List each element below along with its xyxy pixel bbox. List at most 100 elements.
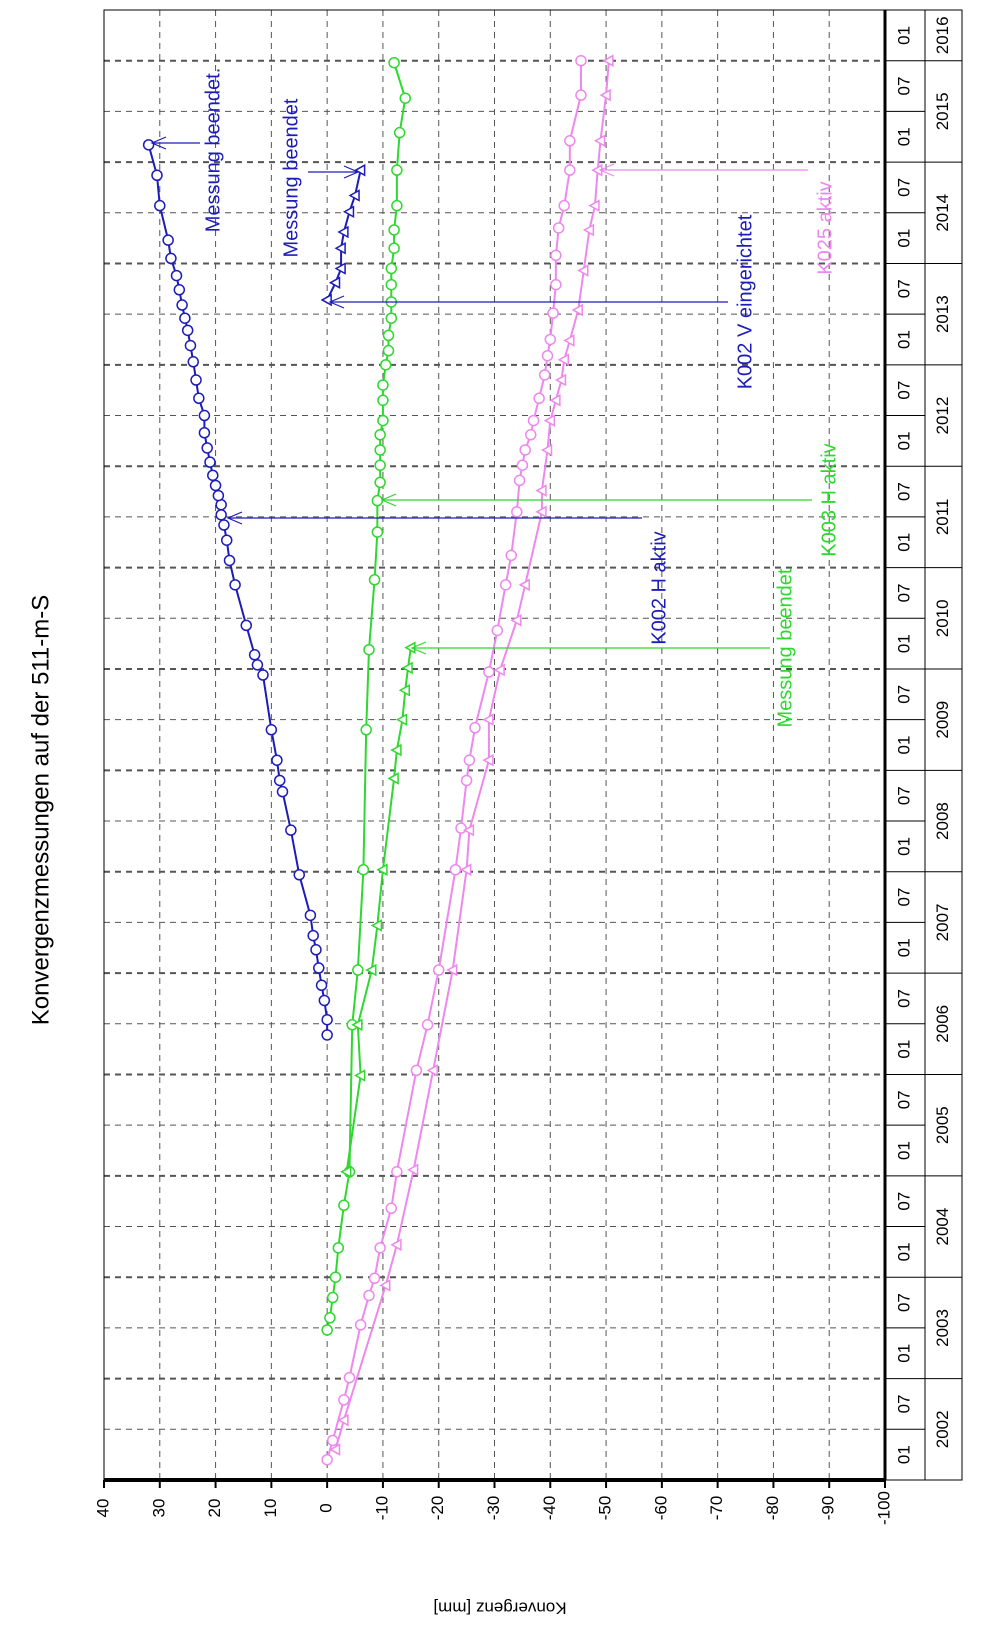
marker bbox=[527, 414, 540, 427]
marker bbox=[374, 476, 386, 489]
marker bbox=[321, 1453, 333, 1466]
y-tick-label: 30 bbox=[149, 1499, 168, 1518]
x-tick-label: 01 bbox=[894, 1445, 913, 1464]
annotation: K025 aktiv bbox=[814, 181, 836, 274]
marker bbox=[463, 754, 476, 766]
year-label: 2010 bbox=[933, 599, 952, 637]
marker bbox=[390, 1238, 402, 1252]
x-tick-label: 01 bbox=[894, 26, 913, 45]
marker bbox=[354, 1069, 366, 1082]
marker bbox=[338, 1394, 350, 1406]
marker bbox=[575, 89, 587, 101]
marker bbox=[535, 505, 547, 519]
marker bbox=[374, 444, 386, 456]
y-tick-label: 20 bbox=[205, 1499, 224, 1518]
annotation: K002 H aktiv bbox=[648, 531, 670, 644]
marker bbox=[547, 307, 559, 319]
year-label: 2016 bbox=[933, 16, 952, 54]
marker bbox=[304, 909, 317, 922]
marker bbox=[273, 774, 286, 787]
marker bbox=[176, 299, 188, 311]
marker bbox=[321, 1324, 333, 1336]
marker bbox=[483, 666, 495, 678]
marker bbox=[343, 1371, 356, 1384]
marker bbox=[193, 392, 205, 405]
y-tick-label: 0 bbox=[317, 1503, 336, 1512]
y-tick-label: -10 bbox=[372, 1496, 391, 1521]
marker bbox=[550, 278, 562, 291]
year-label: 2015 bbox=[933, 92, 952, 130]
x-tick-label: 07 bbox=[894, 685, 913, 704]
marker bbox=[588, 199, 600, 212]
marker bbox=[533, 392, 545, 405]
marker bbox=[179, 312, 191, 324]
marker bbox=[338, 1199, 350, 1212]
marker bbox=[251, 659, 264, 671]
marker bbox=[181, 324, 194, 337]
year-label: 2013 bbox=[933, 295, 952, 333]
marker bbox=[513, 474, 526, 487]
marker bbox=[173, 284, 186, 296]
annotation: Messung beendet bbox=[280, 98, 302, 257]
year-label: 2008 bbox=[933, 802, 952, 840]
x-tick-label: 07 bbox=[894, 786, 913, 805]
marker bbox=[510, 614, 522, 627]
marker bbox=[391, 164, 403, 176]
x-tick-label: 01 bbox=[894, 1242, 913, 1261]
marker bbox=[385, 1202, 398, 1215]
year-label: 2007 bbox=[933, 903, 952, 941]
marker bbox=[449, 863, 462, 876]
marker bbox=[395, 713, 408, 726]
annotation: K002 V eingerichtet bbox=[734, 214, 756, 389]
marker bbox=[318, 994, 331, 1007]
marker bbox=[385, 278, 398, 291]
marker bbox=[320, 293, 332, 307]
marker bbox=[388, 224, 400, 236]
marker bbox=[399, 92, 411, 104]
marker bbox=[577, 264, 589, 277]
x-tick-label: 07 bbox=[894, 178, 913, 197]
marker bbox=[207, 469, 219, 482]
y-tick-label: -30 bbox=[484, 1496, 503, 1521]
y-tick-label: -100 bbox=[874, 1491, 893, 1525]
marker bbox=[165, 252, 177, 265]
y-tick-label: 40 bbox=[93, 1499, 112, 1518]
x-tick-label: 07 bbox=[894, 989, 913, 1008]
marker bbox=[276, 785, 289, 798]
marker bbox=[187, 356, 200, 368]
chart-title: Konvergenzmessungen auf der 511-m-S bbox=[27, 595, 54, 1025]
x-tick-label: 07 bbox=[894, 583, 913, 602]
x-tick-label: 07 bbox=[894, 888, 913, 907]
y-tick-label: -20 bbox=[428, 1496, 447, 1521]
marker bbox=[342, 205, 355, 219]
marker bbox=[363, 643, 375, 656]
marker bbox=[482, 713, 494, 726]
marker bbox=[462, 823, 475, 837]
x-tick-label: 01 bbox=[894, 431, 913, 450]
marker bbox=[329, 1271, 342, 1283]
marker bbox=[377, 414, 389, 427]
marker bbox=[385, 312, 398, 324]
annotation: Messung beendet. bbox=[202, 68, 224, 233]
x-tick-label: 01 bbox=[894, 634, 913, 653]
year-label: 2003 bbox=[933, 1309, 952, 1347]
marker bbox=[209, 479, 222, 492]
marker bbox=[564, 135, 576, 147]
marker bbox=[218, 519, 230, 531]
marker bbox=[593, 134, 606, 148]
x-tick-label: 01 bbox=[894, 533, 913, 552]
marker bbox=[348, 189, 360, 202]
marker bbox=[393, 126, 406, 139]
marker bbox=[540, 443, 553, 457]
arrow-head bbox=[410, 641, 427, 655]
marker bbox=[340, 1165, 352, 1179]
marker bbox=[571, 303, 583, 317]
marker bbox=[460, 863, 472, 876]
marker bbox=[385, 262, 398, 275]
marker bbox=[432, 964, 445, 976]
arrow-head bbox=[328, 295, 345, 309]
marker bbox=[455, 822, 467, 834]
marker bbox=[321, 1029, 333, 1041]
series-line bbox=[345, 647, 412, 1172]
marker bbox=[382, 329, 395, 342]
